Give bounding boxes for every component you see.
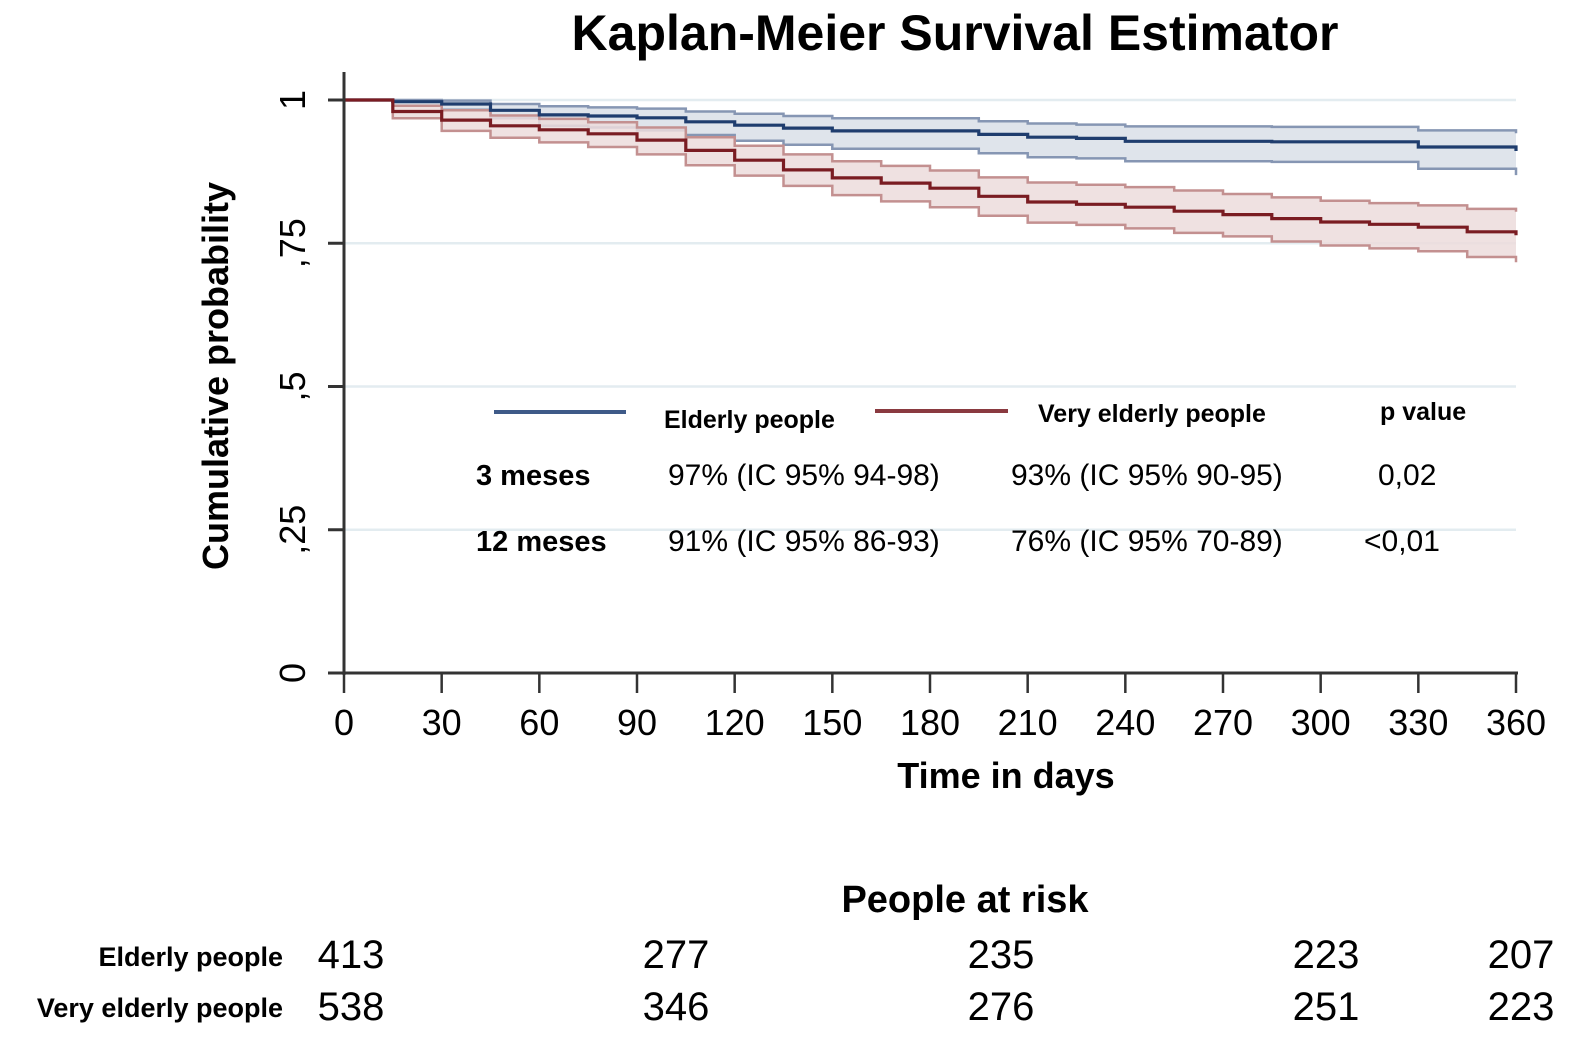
x-tick-label: 0 xyxy=(334,702,354,743)
y-tick-label: ,75 xyxy=(272,218,313,268)
x-tick-label: 270 xyxy=(1193,702,1253,743)
legend-header-p-value: p value xyxy=(1380,398,1466,426)
at-risk-value: 251 xyxy=(1293,985,1360,1029)
at-risk-label-very-elderly: Very elderly people xyxy=(37,993,283,1023)
chart-title: Kaplan-Meier Survival Estimator xyxy=(572,5,1339,61)
x-tick-label: 120 xyxy=(705,702,765,743)
legend-row-label: 12 meses xyxy=(476,526,607,558)
legend-cell-elderly: 97% (IC 95% 94-98) xyxy=(668,459,940,492)
at-risk-value: 538 xyxy=(318,985,385,1029)
y-tick-label: ,5 xyxy=(272,371,313,401)
at-risk-value: 276 xyxy=(968,985,1035,1029)
at-risk-value: 223 xyxy=(1488,985,1555,1029)
x-tick-label: 360 xyxy=(1486,702,1546,743)
survival-line-very-elderly-people xyxy=(344,98,1518,236)
survival-curves xyxy=(344,98,1518,236)
legend-header-elderly: Elderly people xyxy=(664,406,835,434)
at-risk-value: 207 xyxy=(1488,933,1555,977)
x-tick-label: 30 xyxy=(422,702,462,743)
x-tick-label: 150 xyxy=(802,702,862,743)
at-risk-value: 277 xyxy=(643,933,710,977)
x-tick-label: 240 xyxy=(1095,702,1155,743)
x-tick-label: 300 xyxy=(1291,702,1351,743)
x-axis-title: Time in days xyxy=(897,755,1114,796)
legend-cell-very-elderly: 76% (IC 95% 70-89) xyxy=(1011,525,1283,558)
legend-cell-very-elderly: 93% (IC 95% 90-95) xyxy=(1011,459,1283,492)
at-risk-title: People at risk xyxy=(841,879,1089,921)
axes: 0 ,25 ,5 ,75 1 0 30 60 90 120 150 180 210 240 270 300 33… xyxy=(272,72,1546,743)
legend-cell-p-value: <0,01 xyxy=(1364,525,1440,558)
at-risk-value: 235 xyxy=(968,933,1035,977)
survival-line-elderly-people xyxy=(344,98,1518,151)
x-tick-label: 330 xyxy=(1388,702,1448,743)
y-tick-label: 0 xyxy=(272,663,313,683)
legend-table: Elderly people Very elderly people p val… xyxy=(476,398,1466,558)
at-risk-value: 413 xyxy=(318,933,385,977)
at-risk-label-elderly: Elderly people xyxy=(98,942,283,972)
y-tick-label: ,25 xyxy=(272,505,313,555)
gridlines xyxy=(344,98,1516,531)
ci-lower-very-elderly-people xyxy=(344,98,1518,263)
legend-cell-elderly: 91% (IC 95% 86-93) xyxy=(668,525,940,558)
y-axis-title: Cumulative probability xyxy=(195,182,236,570)
ci-upper-very-elderly-people xyxy=(344,98,1518,212)
at-risk-values: 413 277 235 223 207 538 346 276 251 223 xyxy=(318,933,1555,1029)
x-tick-label: 210 xyxy=(998,702,1058,743)
legend-row-label: 3 meses xyxy=(476,460,591,492)
legend-cell-p-value: 0,02 xyxy=(1378,459,1436,492)
legend-header-very-elderly: Very elderly people xyxy=(1038,400,1266,428)
ci-upper-elderly-people xyxy=(344,98,1518,134)
at-risk-value: 223 xyxy=(1293,933,1360,977)
x-tick-label: 180 xyxy=(900,702,960,743)
at-risk-value: 346 xyxy=(643,985,710,1029)
x-tick-label: 60 xyxy=(519,702,559,743)
at-risk-table: People at risk Elderly people Very elder… xyxy=(37,879,1555,1029)
y-tick-label: 1 xyxy=(272,90,313,110)
x-tick-label: 90 xyxy=(617,702,657,743)
